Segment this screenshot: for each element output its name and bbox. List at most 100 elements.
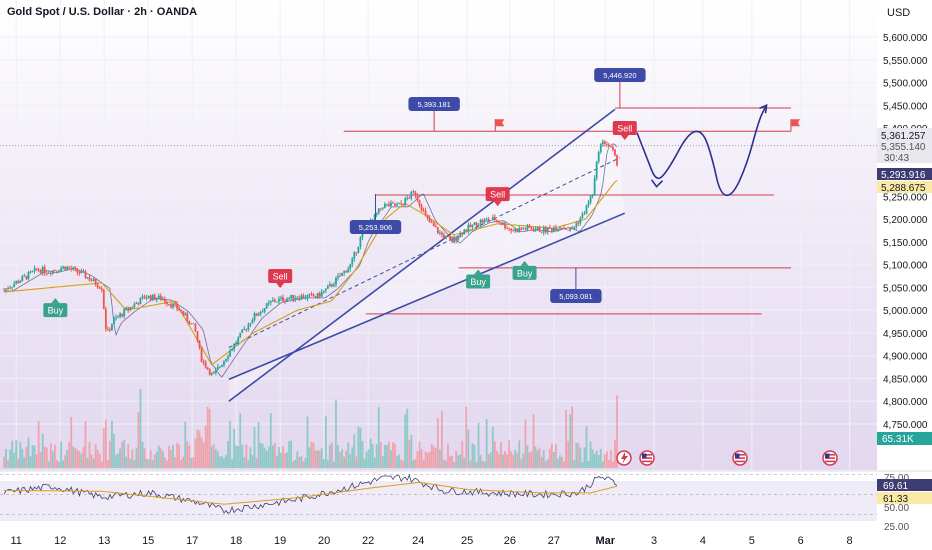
volume-bar <box>86 457 89 468</box>
candle-body <box>555 227 557 231</box>
lightning-event-icon[interactable] <box>616 450 632 466</box>
candle-body <box>86 277 89 279</box>
volume-bar <box>522 453 525 468</box>
ma-fast-badge: 5,288.675 <box>877 181 932 194</box>
candle-body <box>345 270 348 273</box>
volume-bar <box>367 449 370 468</box>
currency-label[interactable]: USD <box>887 7 910 19</box>
volume-bar <box>300 456 303 468</box>
volume-bar <box>473 444 476 468</box>
volume-bar <box>157 445 160 468</box>
volume-bar <box>404 414 407 468</box>
volume-bar <box>100 461 103 468</box>
price-tick-label: 5,500.000 <box>883 79 928 90</box>
us-flag-icon[interactable] <box>822 450 838 466</box>
volume-bar <box>178 444 181 468</box>
price-scale-background <box>877 0 932 550</box>
volume-bar <box>172 445 174 468</box>
candle-body <box>461 232 464 235</box>
candle-body <box>186 313 189 321</box>
ascending-channel[interactable] <box>228 108 626 402</box>
candle-body <box>298 297 301 300</box>
volume-bar <box>182 456 185 468</box>
level-label-text: 5,393.181 <box>417 100 450 109</box>
volume-bar <box>614 440 616 468</box>
us-flag-icon[interactable] <box>732 450 748 466</box>
candle-body <box>43 267 46 274</box>
candle-body <box>544 227 547 233</box>
candle-body <box>605 143 608 145</box>
current-price-badge: 5,361.257 5,355.140 30:43 <box>877 128 932 164</box>
volume-bar <box>540 456 543 468</box>
price-tick-label: 5,000.000 <box>883 306 928 317</box>
us-flag-icon[interactable] <box>639 450 655 466</box>
candle-body <box>121 313 124 317</box>
volume-bar <box>39 452 42 468</box>
volume-bar <box>251 455 254 468</box>
projection-arrow[interactable] <box>636 104 768 197</box>
candle-body <box>424 210 427 215</box>
horizontal-levels[interactable] <box>0 107 877 315</box>
time-tick-label: 8 <box>847 535 853 547</box>
volume-bar <box>416 451 419 468</box>
volume-bar <box>481 460 484 468</box>
volume-bar <box>137 412 140 468</box>
volume-bar <box>247 459 250 468</box>
candle-body <box>174 303 176 305</box>
volume-bar <box>19 441 22 468</box>
volume-bar <box>68 442 71 468</box>
rsi-line <box>3 473 618 514</box>
volume-bar <box>605 451 608 468</box>
volume-bar <box>25 447 28 468</box>
candle-body <box>166 301 168 305</box>
volume-bar <box>506 454 508 468</box>
candle-body <box>92 279 95 281</box>
volume-bar <box>200 437 203 468</box>
rsi-ma-badge: 61.33 <box>877 492 932 505</box>
candlesticks[interactable] <box>3 139 618 376</box>
candle-body <box>593 178 596 195</box>
volume-bar <box>290 440 293 468</box>
time-axis[interactable]: 11 12 13 15 17 18 19 20 22 24 25 26 27 Mar 3 4 5 6 8 <box>11 535 853 547</box>
time-tick-label: 11 <box>11 535 22 547</box>
candle-body <box>318 292 321 297</box>
candle-body <box>607 144 610 147</box>
candle-body <box>410 191 413 199</box>
volume-bar <box>385 444 388 468</box>
volume-bar <box>13 452 16 468</box>
candle-body <box>459 232 462 238</box>
candle-body <box>320 291 323 297</box>
candle-body <box>310 293 313 295</box>
volume-bar <box>188 445 191 468</box>
volume-bar <box>495 450 498 468</box>
volume-bar <box>520 459 523 468</box>
candle-body <box>141 296 144 298</box>
candle-body <box>322 290 325 292</box>
buy-badge <box>512 265 537 280</box>
candle-body <box>216 367 219 370</box>
time-tick-label: 19 <box>274 535 286 547</box>
candle-body <box>404 198 407 205</box>
volume-bar <box>115 454 117 468</box>
candle-body <box>243 328 246 330</box>
volume-bar <box>512 454 515 468</box>
volume-bar <box>180 459 183 468</box>
level-label-box <box>349 220 402 234</box>
volume-bar <box>546 459 549 468</box>
candle-body <box>559 227 561 230</box>
volume-bar <box>255 458 258 468</box>
price-tick-label: 5,050.000 <box>883 283 928 294</box>
volume-bar <box>379 441 382 468</box>
volume-bar <box>371 443 374 468</box>
sell-badge <box>612 121 637 136</box>
volume-bar <box>571 406 574 468</box>
volume-bar <box>557 458 559 468</box>
time-tick-label: 4 <box>700 535 706 547</box>
candle-body <box>349 264 352 269</box>
volume-bar <box>147 459 150 468</box>
volume-bar <box>278 446 280 468</box>
signal-label: Buy <box>48 306 64 316</box>
price-tick-label: 4,950.000 <box>883 329 928 340</box>
volume-bar <box>508 440 510 468</box>
